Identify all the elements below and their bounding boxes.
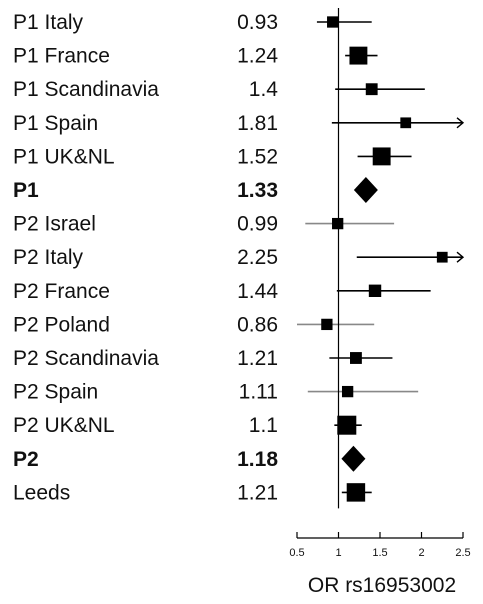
forest-row: P2 Poland 0.86 bbox=[13, 313, 375, 336]
study-label: P1 France bbox=[13, 45, 110, 68]
summary-label: P2 bbox=[13, 448, 39, 471]
forest-row: P2 Spain 1.11 bbox=[13, 381, 419, 404]
odds-ratio-marker bbox=[332, 217, 344, 230]
forest-row: P2 France 1.44 bbox=[13, 280, 431, 303]
odds-ratio-value: 1.24 bbox=[237, 45, 278, 68]
summary-label: P1 bbox=[13, 179, 39, 202]
ci-arrow bbox=[456, 251, 465, 263]
odds-ratio-marker bbox=[365, 83, 378, 96]
study-label: P2 Poland bbox=[13, 313, 110, 336]
odds-ratio-marker bbox=[400, 117, 412, 129]
study-label: P2 UK&NL bbox=[13, 414, 115, 437]
forest-row: Leeds 1.21 bbox=[13, 481, 372, 504]
x-tick-label: 0.5 bbox=[289, 547, 304, 559]
odds-ratio-value: 1.4 bbox=[249, 78, 279, 101]
odds-ratio-value: 1.1 bbox=[249, 414, 278, 437]
study-label: P2 France bbox=[13, 280, 110, 303]
odds-ratio-value: 1.11 bbox=[239, 381, 278, 404]
x-axis-title: OR rs16953002 bbox=[308, 574, 456, 597]
forest-row: P2 1.18 bbox=[13, 445, 366, 472]
study-label: P2 Spain bbox=[13, 381, 98, 404]
forest-row: P2 Israel 0.99 bbox=[13, 213, 395, 236]
odds-ratio-value: 0.86 bbox=[237, 313, 278, 336]
summary-diamond bbox=[341, 445, 366, 472]
odds-ratio-value: 1.33 bbox=[237, 179, 278, 202]
odds-ratio-value: 1.18 bbox=[237, 448, 278, 471]
odds-ratio-marker bbox=[436, 251, 448, 263]
forest-row: P1 1.33 bbox=[13, 177, 378, 203]
odds-ratio-value: 2.25 bbox=[237, 246, 278, 269]
study-label: P1 Spain bbox=[13, 112, 98, 135]
study-label: P2 Italy bbox=[13, 246, 84, 269]
odds-ratio-marker bbox=[321, 318, 333, 331]
forest-row: P1 France 1.24 bbox=[13, 45, 378, 68]
odds-ratio-value: 0.99 bbox=[237, 213, 278, 236]
odds-ratio-marker bbox=[327, 16, 339, 28]
forest-row: P2 Scandinavia 1.21 bbox=[13, 347, 393, 370]
odds-ratio-value: 1.21 bbox=[237, 481, 278, 504]
study-label: P1 Scandinavia bbox=[13, 78, 159, 101]
forest-row: P1 Spain 1.81 bbox=[13, 112, 465, 135]
odds-ratio-marker bbox=[346, 483, 366, 502]
forest-rows: P1 Italy 0.93 P1 France 1.24 P1 Scandinavia 1… bbox=[13, 11, 465, 504]
odds-ratio-marker bbox=[368, 284, 382, 297]
study-label: Leeds bbox=[13, 481, 70, 504]
study-label: P1 Italy bbox=[13, 11, 84, 34]
x-tick-label: 1 bbox=[335, 547, 341, 559]
odds-ratio-marker bbox=[372, 147, 391, 166]
x-tick-label: 1.5 bbox=[372, 547, 387, 559]
x-axis: 0.5 1 1.5 2 2.5 bbox=[289, 532, 471, 559]
summary-diamond bbox=[353, 177, 378, 203]
study-label: P1 UK&NL bbox=[13, 145, 115, 168]
study-label: P2 Scandinavia bbox=[13, 347, 159, 370]
study-label: P2 Israel bbox=[13, 213, 96, 236]
odds-ratio-value: 1.44 bbox=[237, 280, 278, 303]
forest-row: P2 UK&NL 1.1 bbox=[13, 414, 362, 437]
forest-row: P1 UK&NL 1.52 bbox=[13, 145, 412, 168]
forest-row: P1 Italy 0.93 bbox=[13, 11, 372, 34]
odds-ratio-value: 1.81 bbox=[237, 112, 278, 135]
forest-row: P2 Italy 2.25 bbox=[13, 246, 465, 269]
forest-row: P1 Scandinavia 1.4 bbox=[13, 78, 425, 101]
odds-ratio-value: 1.21 bbox=[237, 347, 278, 370]
odds-ratio-marker bbox=[337, 415, 357, 435]
odds-ratio-marker bbox=[350, 352, 362, 364]
x-tick-label: 2.5 bbox=[455, 547, 470, 559]
odds-ratio-value: 1.52 bbox=[237, 145, 278, 168]
odds-ratio-marker bbox=[349, 46, 368, 65]
ci-arrow bbox=[456, 117, 465, 129]
odds-ratio-marker bbox=[341, 385, 354, 398]
x-tick-label: 2 bbox=[418, 547, 424, 559]
odds-ratio-value: 0.93 bbox=[237, 11, 278, 34]
